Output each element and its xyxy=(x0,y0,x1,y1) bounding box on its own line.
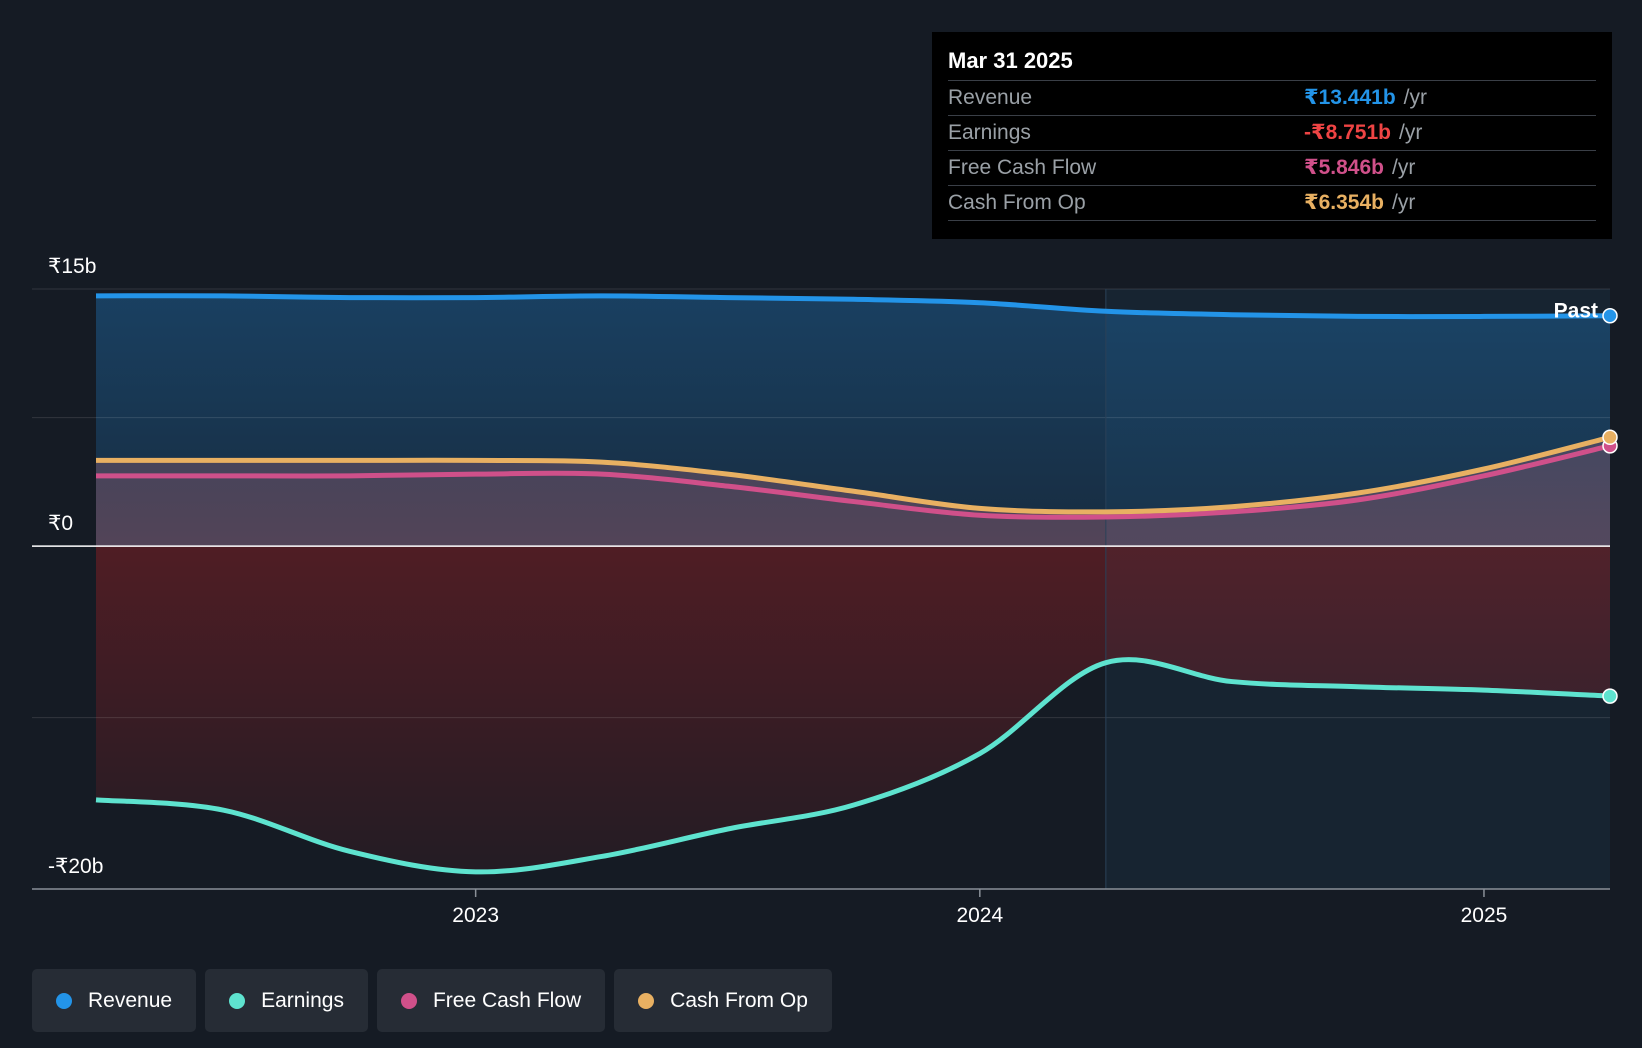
tooltip-value: ₹13.441b xyxy=(1304,86,1396,109)
legend-item-earnings[interactable]: Earnings xyxy=(205,969,368,1032)
past-label: Past xyxy=(1554,300,1598,323)
legend-label: Earnings xyxy=(261,988,344,1012)
tooltip-value: -₹8.751b xyxy=(1304,121,1391,144)
revenue-dot-icon xyxy=(56,992,72,1009)
earnings-dot-icon xyxy=(229,992,246,1009)
tooltip-unit: /yr xyxy=(1398,121,1423,144)
revenue-line xyxy=(95,293,1611,320)
tooltip-row-fcf: Free Cash Flow ₹5.846b /yr xyxy=(948,151,1596,186)
x-tick-label: 2023 xyxy=(452,904,499,927)
cfo-dot-icon xyxy=(638,992,655,1009)
area-fills xyxy=(96,295,1610,872)
tooltip-value: ₹5.846b xyxy=(1304,156,1384,179)
tooltip-unit: /yr xyxy=(1392,156,1416,179)
legend-item-cfo[interactable]: Cash From Op xyxy=(614,969,832,1032)
tooltip-panel: Mar 31 2025 Revenue ₹13.441b /yr Earning… xyxy=(932,32,1612,239)
earnings-line xyxy=(95,657,1611,875)
series-lines xyxy=(95,293,1611,875)
tooltip-label: Free Cash Flow xyxy=(948,156,1097,179)
legend-label: Cash From Op xyxy=(670,988,808,1012)
cash-from-op-line xyxy=(95,434,1611,515)
legend-item-revenue[interactable]: Revenue xyxy=(32,969,197,1032)
legend-label: Revenue xyxy=(88,988,173,1012)
tooltip-row-cfo: Cash From Op ₹6.354b /yr xyxy=(948,186,1596,221)
earnings-end-dot xyxy=(1602,688,1618,704)
legend: Revenue Earnings Free Cash Flow Cash Fro… xyxy=(32,969,832,1032)
tooltip-date: Mar 31 2025 xyxy=(948,46,1596,81)
x-tick-label: 2024 xyxy=(956,904,1003,927)
tooltip-unit: /yr xyxy=(1403,86,1427,109)
tooltip-value: ₹6.354b xyxy=(1304,191,1384,214)
y-tick-label: -₹20b xyxy=(48,855,103,878)
revenue-end-dot xyxy=(1602,307,1618,324)
cfo-end-dot xyxy=(1602,429,1618,446)
series-end-dots xyxy=(1602,307,1618,704)
axes: ₹15b ₹0 -₹20b 2023 2024 2025 Past xyxy=(32,255,1610,927)
free-cash-flow-line xyxy=(96,443,1611,520)
tooltip-unit: /yr xyxy=(1392,191,1416,214)
earnings-area xyxy=(96,546,1610,872)
gridlines xyxy=(32,288,1610,889)
tooltip-label: Earnings xyxy=(948,121,1031,144)
tooltip-label: Revenue xyxy=(948,86,1033,109)
x-tick-label: 2025 xyxy=(1461,904,1508,927)
y-tick-label: ₹15b xyxy=(48,255,96,278)
legend-label: Free Cash Flow xyxy=(432,988,582,1012)
fcf-dot-icon xyxy=(400,992,417,1009)
tooltip-row-earnings: Earnings -₹8.751b /yr xyxy=(948,116,1596,151)
tooltip-label: Cash From Op xyxy=(948,191,1086,214)
tooltip-row-revenue: Revenue ₹13.441b /yr xyxy=(948,81,1596,116)
y-tick-label: ₹0 xyxy=(48,512,73,535)
legend-item-fcf[interactable]: Free Cash Flow xyxy=(376,969,606,1032)
